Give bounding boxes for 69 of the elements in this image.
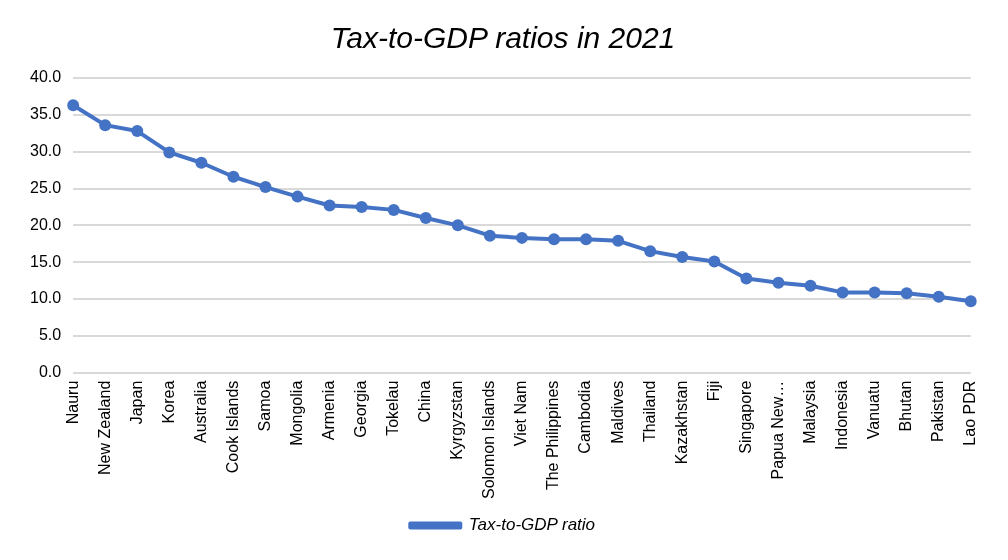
y-tick-label: 25.0 — [30, 178, 62, 196]
y-tick-label: 20.0 — [30, 215, 62, 233]
x-tick-label: Kazakhstan — [672, 380, 690, 465]
point — [932, 290, 945, 303]
point — [259, 181, 272, 194]
point — [676, 251, 689, 264]
legend-label: Tax-to-GDP ratio — [468, 515, 596, 535]
y-tick-label: 10.0 — [30, 289, 62, 307]
x-tick-label: Japan — [127, 380, 145, 425]
point — [515, 231, 528, 244]
x-tick-label: Thailand — [640, 380, 658, 443]
x-tick-label: Vanuatu — [865, 380, 883, 440]
point — [291, 190, 304, 203]
point — [99, 119, 112, 132]
x-tick-label: New Zealand — [95, 380, 113, 475]
point — [419, 211, 432, 224]
x-tick-label: Korea — [159, 380, 177, 424]
point — [227, 170, 240, 183]
y-tick-label: 5.0 — [38, 326, 62, 344]
point — [868, 286, 881, 299]
point — [451, 219, 464, 232]
x-tick-label: The Philippines — [544, 380, 562, 491]
point — [580, 233, 593, 246]
y-tick-label: 0.0 — [38, 363, 62, 381]
point — [804, 279, 817, 292]
x-tick-label: Indonesia — [832, 380, 850, 451]
y-tick-label: 30.0 — [30, 142, 62, 160]
point — [740, 272, 753, 285]
x-tick-label: Australia — [191, 380, 209, 443]
x-tick-label: Mongolia — [287, 380, 305, 446]
point — [900, 287, 913, 300]
x-tick-label: Solomon Islands — [480, 380, 498, 500]
x-tick-label: China — [416, 380, 434, 423]
point — [772, 276, 785, 289]
y-tick-label: 40.0 — [30, 68, 62, 86]
point — [323, 199, 336, 212]
x-tick-label: Tokelau — [384, 380, 402, 436]
x-tick-label: Kyrgyzstan — [448, 380, 466, 460]
point — [355, 200, 368, 213]
point — [131, 125, 144, 138]
chart-title: Tax-to-GDP ratios in 2021 — [330, 21, 676, 55]
point — [644, 245, 657, 258]
x-tick-label: Nauru — [63, 380, 81, 425]
x-tick-label: Samoa — [255, 380, 273, 432]
x-tick-label: Papua New… — [768, 380, 786, 480]
x-tick-label: Armenia — [320, 380, 338, 441]
point — [964, 295, 977, 308]
point — [163, 146, 176, 159]
x-tick-label: Cook Islands — [223, 380, 241, 474]
x-tick-label: Viet Nam — [512, 380, 530, 447]
y-tick-label: 35.0 — [30, 105, 62, 123]
y-tick-label: 15.0 — [30, 252, 62, 270]
point — [708, 255, 721, 268]
point — [483, 229, 496, 242]
x-tick-label: Lao PDR — [961, 380, 979, 446]
x-tick-label: Malaysia — [800, 380, 818, 444]
point — [387, 203, 400, 216]
point — [67, 99, 80, 112]
x-tick-label: Singapore — [736, 380, 754, 454]
point — [195, 156, 208, 169]
x-tick-label: Maldives — [608, 380, 626, 444]
point — [836, 286, 849, 299]
x-tick-label: Georgia — [352, 380, 370, 438]
x-tick-label: Bhutan — [897, 380, 915, 432]
point — [548, 233, 561, 246]
point — [612, 234, 625, 247]
x-tick-label: Pakistan — [929, 380, 947, 443]
x-tick-label: Cambodia — [576, 380, 594, 454]
x-tick-label: Fiji — [704, 380, 722, 402]
